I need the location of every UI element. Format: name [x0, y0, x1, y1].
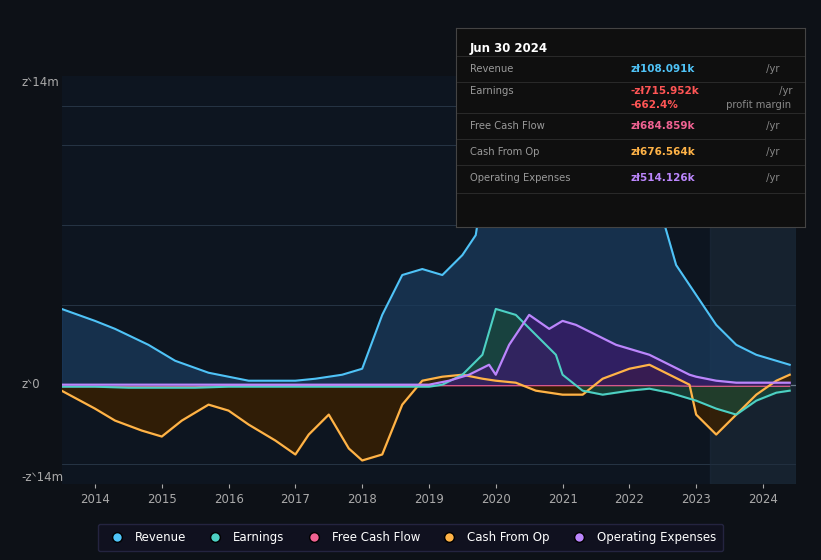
Text: zł514.126k: zł514.126k [631, 173, 695, 183]
Text: /yr: /yr [776, 86, 792, 96]
Text: /yr: /yr [763, 122, 779, 132]
Text: Revenue: Revenue [470, 64, 513, 74]
Bar [709, 76, 796, 484]
Text: Earnings: Earnings [470, 86, 513, 96]
Text: /yr: /yr [763, 64, 779, 74]
Text: Jun 30 2024: Jun 30 2024 [470, 42, 548, 55]
Text: zᐠ14m: zᐠ14m [21, 76, 59, 88]
Text: Operating Expenses: Operating Expenses [470, 173, 570, 183]
Text: -662.4%: -662.4% [631, 100, 678, 110]
Text: /yr: /yr [763, 147, 779, 157]
Text: -zł715.952k: -zł715.952k [631, 86, 699, 96]
Text: zᐠ0: zᐠ0 [21, 378, 39, 391]
Text: /yr: /yr [763, 173, 779, 183]
Text: -zᐠ14m: -zᐠ14m [21, 472, 63, 484]
Text: Free Cash Flow: Free Cash Flow [470, 122, 544, 132]
Text: Cash From Op: Cash From Op [470, 147, 539, 157]
Legend: Revenue, Earnings, Free Cash Flow, Cash From Op, Operating Expenses: Revenue, Earnings, Free Cash Flow, Cash … [98, 524, 723, 551]
Text: zł676.564k: zł676.564k [631, 147, 695, 157]
Text: profit margin: profit margin [723, 100, 791, 110]
Text: zł108.091k: zł108.091k [631, 64, 695, 74]
Text: zł684.859k: zł684.859k [631, 122, 695, 132]
